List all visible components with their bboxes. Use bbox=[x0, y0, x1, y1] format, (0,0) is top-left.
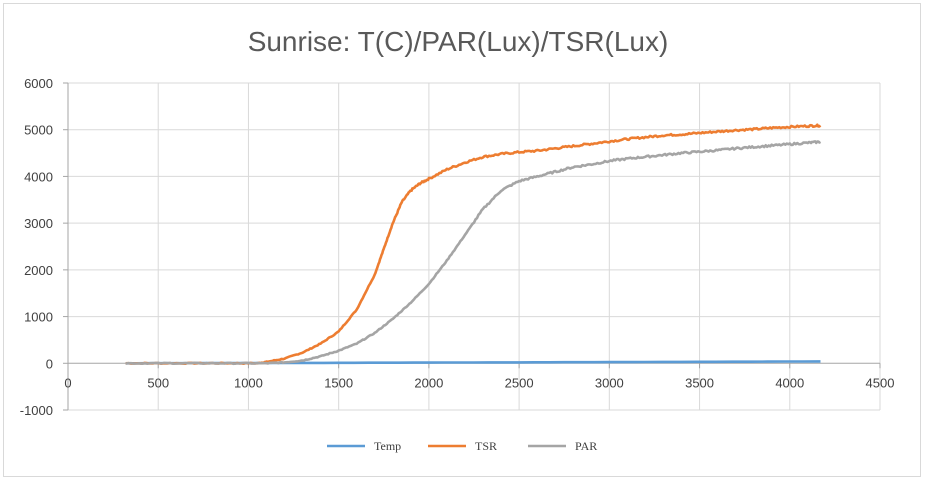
series-line-par bbox=[125, 140, 822, 366]
gridlines bbox=[68, 82, 881, 411]
series-lines bbox=[125, 123, 822, 366]
x-tick-label: 4500 bbox=[866, 375, 895, 390]
x-tick-labels: 0 500 1000 1500 2000 2500 3000 3500 4000 4500 bbox=[64, 375, 894, 390]
series-line-tsr bbox=[125, 123, 822, 366]
x-tick-label: 2000 bbox=[414, 375, 443, 390]
x-tick-label: 3500 bbox=[685, 375, 714, 390]
y-tick-label: 3000 bbox=[24, 216, 53, 231]
legend-label-par: PAR bbox=[575, 439, 597, 453]
y-tick-label: -1000 bbox=[20, 403, 53, 418]
y-tick-label: 2000 bbox=[24, 263, 53, 278]
x-tick-label: 3000 bbox=[595, 375, 624, 390]
legend-label-temp: Temp bbox=[374, 439, 401, 453]
x-tick-label: 1500 bbox=[324, 375, 353, 390]
x-tick-label: 500 bbox=[147, 375, 169, 390]
y-tick-label: 5000 bbox=[24, 123, 53, 138]
legend: Temp TSR PAR bbox=[327, 439, 597, 453]
x-tick-label: 4000 bbox=[775, 375, 804, 390]
chart-title: Sunrise: T(C)/PAR(Lux)/TSR(Lux) bbox=[248, 26, 669, 57]
x-tick-label: 2500 bbox=[505, 375, 534, 390]
y-tick-label: 4000 bbox=[24, 169, 53, 184]
x-tick-label: 0 bbox=[64, 375, 71, 390]
y-tick-label: 6000 bbox=[24, 76, 53, 91]
y-tick-label: 1000 bbox=[24, 310, 53, 325]
y-tick-label: 0 bbox=[46, 356, 53, 371]
x-tick-label: 1000 bbox=[234, 375, 263, 390]
y-tick-labels: 6000 5000 4000 3000 2000 1000 0 -1000 bbox=[20, 76, 53, 418]
legend-label-tsr: TSR bbox=[475, 439, 497, 453]
